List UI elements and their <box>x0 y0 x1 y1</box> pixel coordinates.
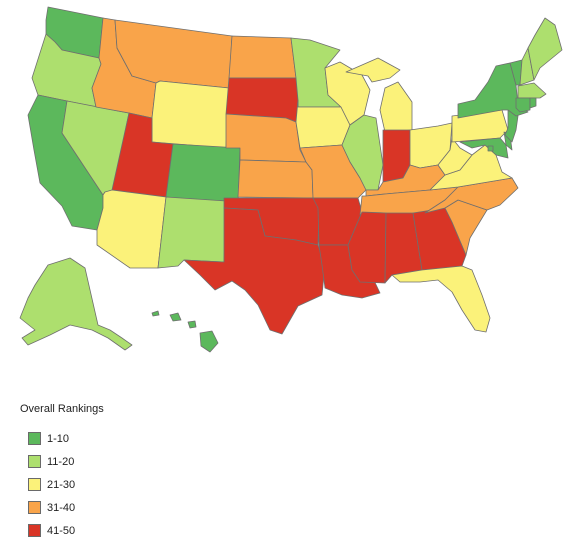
state-HI[interactable] <box>151 310 219 353</box>
legend-item: 1-10 <box>20 431 104 446</box>
state-ME[interactable] <box>527 17 563 81</box>
state-NC[interactable] <box>424 177 519 214</box>
state-NJ[interactable] <box>504 109 519 143</box>
state-FL[interactable] <box>391 265 491 333</box>
legend-swatch <box>28 478 41 491</box>
legend-label: 1-10 <box>47 432 70 445</box>
legend-swatch <box>28 524 41 537</box>
state-NM[interactable] <box>157 196 227 269</box>
legend-item: 21-30 <box>20 477 104 492</box>
legend-item: 11-20 <box>20 454 104 469</box>
legend-label: 11-20 <box>47 455 75 468</box>
state-WY[interactable] <box>151 80 230 149</box>
state-MD[interactable] <box>459 137 509 159</box>
legend-title: Overall Rankings <box>20 403 104 415</box>
state-ND[interactable] <box>228 35 297 79</box>
state-MA[interactable] <box>517 82 547 99</box>
state-AK[interactable] <box>19 257 133 351</box>
legend-label: 41-50 <box>47 524 76 537</box>
legend-item: 31-40 <box>20 500 104 515</box>
legend-item: 41-50 <box>20 523 104 538</box>
legend-label: 21-30 <box>47 478 76 491</box>
state-WV[interactable] <box>437 137 473 176</box>
state-KS[interactable] <box>237 159 314 199</box>
legend-swatch <box>28 455 41 468</box>
state-TX[interactable] <box>183 207 326 335</box>
legend-label: 31-40 <box>47 501 76 514</box>
map-legend: Overall Rankings 1-10 11-20 21-30 31-40 41-5… <box>20 402 104 546</box>
state-RI[interactable] <box>529 97 537 109</box>
legend-swatch <box>28 501 41 514</box>
state-CO[interactable] <box>165 143 241 206</box>
state-DC[interactable] <box>487 145 494 152</box>
state-CT[interactable] <box>515 97 531 113</box>
legend-items: 1-10 11-20 21-30 31-40 41-50 <box>20 431 104 538</box>
us-choropleth-map <box>19 6 563 353</box>
legend-swatch <box>28 432 41 445</box>
state-AZ[interactable] <box>96 189 167 269</box>
